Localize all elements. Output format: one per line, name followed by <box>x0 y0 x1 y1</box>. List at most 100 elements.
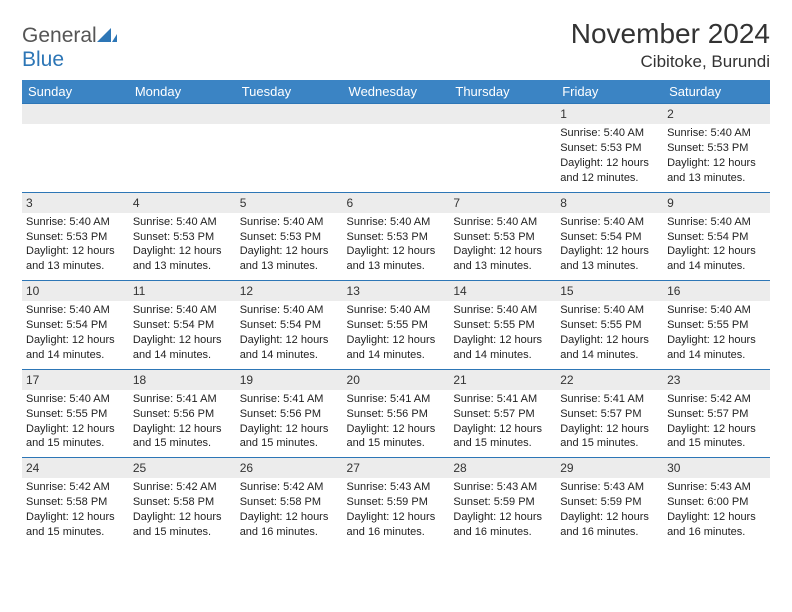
daylight-text: Daylight: 12 hours and 15 minutes. <box>453 422 552 452</box>
day-cell <box>129 104 236 193</box>
day-number: 21 <box>449 370 556 390</box>
sunrise-text: Sunrise: 5:41 AM <box>560 392 659 407</box>
daylight-text: Daylight: 12 hours and 15 minutes. <box>26 510 125 540</box>
day-header-row: Sunday Monday Tuesday Wednesday Thursday… <box>22 80 770 104</box>
sunrise-text: Sunrise: 5:40 AM <box>667 303 766 318</box>
day-number: 6 <box>343 193 450 213</box>
daylight-text: Daylight: 12 hours and 14 minutes. <box>240 333 339 363</box>
sunrise-text: Sunrise: 5:41 AM <box>453 392 552 407</box>
sunrise-text: Sunrise: 5:40 AM <box>26 215 125 230</box>
week-row: 24Sunrise: 5:42 AMSunset: 5:58 PMDayligh… <box>22 458 770 546</box>
daylight-text: Daylight: 12 hours and 15 minutes. <box>26 422 125 452</box>
day-cell: 8Sunrise: 5:40 AMSunset: 5:54 PMDaylight… <box>556 192 663 281</box>
day-number: 19 <box>236 370 343 390</box>
week-row: 17Sunrise: 5:40 AMSunset: 5:55 PMDayligh… <box>22 369 770 458</box>
day-number: 25 <box>129 458 236 478</box>
sunset-text: Sunset: 5:54 PM <box>560 230 659 245</box>
day-cell <box>236 104 343 193</box>
day-number: 5 <box>236 193 343 213</box>
sunset-text: Sunset: 5:58 PM <box>26 495 125 510</box>
sunrise-text: Sunrise: 5:40 AM <box>453 215 552 230</box>
daylight-text: Daylight: 12 hours and 13 minutes. <box>560 244 659 274</box>
day-cell: 4Sunrise: 5:40 AMSunset: 5:53 PMDaylight… <box>129 192 236 281</box>
day-cell: 23Sunrise: 5:42 AMSunset: 5:57 PMDayligh… <box>663 369 770 458</box>
week-row: 10Sunrise: 5:40 AMSunset: 5:54 PMDayligh… <box>22 281 770 370</box>
sunset-text: Sunset: 6:00 PM <box>667 495 766 510</box>
sunset-text: Sunset: 5:53 PM <box>347 230 446 245</box>
sunrise-text: Sunrise: 5:40 AM <box>667 126 766 141</box>
logo-word1: General <box>22 24 97 47</box>
sunset-text: Sunset: 5:55 PM <box>667 318 766 333</box>
sunrise-text: Sunrise: 5:40 AM <box>133 303 232 318</box>
sunset-text: Sunset: 5:53 PM <box>667 141 766 156</box>
daylight-text: Daylight: 12 hours and 15 minutes. <box>133 510 232 540</box>
daylight-text: Daylight: 12 hours and 13 minutes. <box>453 244 552 274</box>
daylight-text: Daylight: 12 hours and 13 minutes. <box>240 244 339 274</box>
sunrise-text: Sunrise: 5:41 AM <box>133 392 232 407</box>
day-number: 24 <box>22 458 129 478</box>
day-header: Tuesday <box>236 80 343 104</box>
sunrise-text: Sunrise: 5:42 AM <box>26 480 125 495</box>
sunrise-text: Sunrise: 5:41 AM <box>240 392 339 407</box>
sunrise-text: Sunrise: 5:40 AM <box>240 215 339 230</box>
sunset-text: Sunset: 5:58 PM <box>133 495 232 510</box>
sunset-text: Sunset: 5:57 PM <box>560 407 659 422</box>
day-cell: 11Sunrise: 5:40 AMSunset: 5:54 PMDayligh… <box>129 281 236 370</box>
day-cell: 24 Sunrise: 5:42 AMSunset: 5:58 PMDayligh… <box>22 458 129 546</box>
sunrise-text: Sunrise: 5:41 AM <box>347 392 446 407</box>
sunset-text: Sunset: 5:55 PM <box>560 318 659 333</box>
day-cell: 30Sunrise: 5:43 AMSunset: 6:00 PMDayligh… <box>663 458 770 546</box>
day-cell: 18Sunrise: 5:41 AMSunset: 5:56 PMDayligh… <box>129 369 236 458</box>
day-header: Wednesday <box>343 80 450 104</box>
month-title: November 2024 <box>571 18 770 50</box>
sunset-text: Sunset: 5:58 PM <box>240 495 339 510</box>
day-number: 29 <box>556 458 663 478</box>
title-block: November 2024 Cibitoke, Burundi <box>571 18 770 72</box>
day-cell: 16Sunrise: 5:40 AMSunset: 5:55 PMDayligh… <box>663 281 770 370</box>
day-cell: 14Sunrise: 5:40 AMSunset: 5:55 PMDayligh… <box>449 281 556 370</box>
logo: General Blue <box>22 18 117 72</box>
day-cell: 29Sunrise: 5:43 AMSunset: 5:59 PMDayligh… <box>556 458 663 546</box>
day-number: 4 <box>129 193 236 213</box>
sunset-text: Sunset: 5:53 PM <box>133 230 232 245</box>
day-number: 1 <box>556 104 663 124</box>
sunrise-text: Sunrise: 5:40 AM <box>347 215 446 230</box>
day-cell: 17Sunrise: 5:40 AMSunset: 5:55 PMDayligh… <box>22 369 129 458</box>
day-cell: 25Sunrise: 5:42 AMSunset: 5:58 PMDayligh… <box>129 458 236 546</box>
sunrise-text: Sunrise: 5:40 AM <box>667 215 766 230</box>
sunset-text: Sunset: 5:53 PM <box>240 230 339 245</box>
day-header: Thursday <box>449 80 556 104</box>
sunset-text: Sunset: 5:54 PM <box>240 318 339 333</box>
sunset-text: Sunset: 5:59 PM <box>347 495 446 510</box>
sunrise-text: Sunrise: 5:43 AM <box>347 480 446 495</box>
day-number: 3 <box>22 193 129 213</box>
daylight-text: Daylight: 12 hours and 14 minutes. <box>560 333 659 363</box>
daylight-text: Daylight: 12 hours and 14 minutes. <box>667 244 766 274</box>
day-header: Saturday <box>663 80 770 104</box>
sunrise-text: Sunrise: 5:40 AM <box>560 215 659 230</box>
sunrise-text: Sunrise: 5:40 AM <box>347 303 446 318</box>
day-number <box>449 104 556 124</box>
day-cell <box>449 104 556 193</box>
sunrise-text: Sunrise: 5:42 AM <box>240 480 339 495</box>
sunrise-text: Sunrise: 5:40 AM <box>560 126 659 141</box>
day-cell: 2Sunrise: 5:40 AMSunset: 5:53 PMDaylight… <box>663 104 770 193</box>
day-cell: 19Sunrise: 5:41 AMSunset: 5:56 PMDayligh… <box>236 369 343 458</box>
day-cell: 28Sunrise: 5:43 AMSunset: 5:59 PMDayligh… <box>449 458 556 546</box>
day-number: 27 <box>343 458 450 478</box>
day-number <box>343 104 450 124</box>
logo-word2: Blue <box>22 48 64 71</box>
day-number: 28 <box>449 458 556 478</box>
sunset-text: Sunset: 5:56 PM <box>133 407 232 422</box>
day-number: 2 <box>663 104 770 124</box>
day-header: Monday <box>129 80 236 104</box>
day-number: 18 <box>129 370 236 390</box>
sunset-text: Sunset: 5:57 PM <box>453 407 552 422</box>
sunrise-text: Sunrise: 5:40 AM <box>240 303 339 318</box>
day-number: 9 <box>663 193 770 213</box>
calendar-table: Sunday Monday Tuesday Wednesday Thursday… <box>22 80 770 546</box>
week-row: 3Sunrise: 5:40 AMSunset: 5:53 PMDaylight… <box>22 192 770 281</box>
daylight-text: Daylight: 12 hours and 14 minutes. <box>453 333 552 363</box>
sunset-text: Sunset: 5:59 PM <box>453 495 552 510</box>
daylight-text: Daylight: 12 hours and 13 minutes. <box>26 244 125 274</box>
